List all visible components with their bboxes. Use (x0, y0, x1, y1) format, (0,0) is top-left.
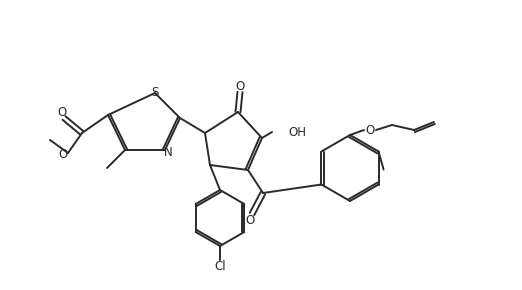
Text: O: O (57, 106, 67, 119)
Text: O: O (365, 124, 375, 137)
Text: O: O (245, 213, 255, 226)
Text: S: S (151, 86, 159, 99)
Text: N: N (163, 146, 172, 159)
Text: O: O (235, 79, 245, 93)
Text: OH: OH (288, 126, 306, 139)
Text: Cl: Cl (214, 260, 226, 273)
Text: O: O (58, 148, 68, 160)
